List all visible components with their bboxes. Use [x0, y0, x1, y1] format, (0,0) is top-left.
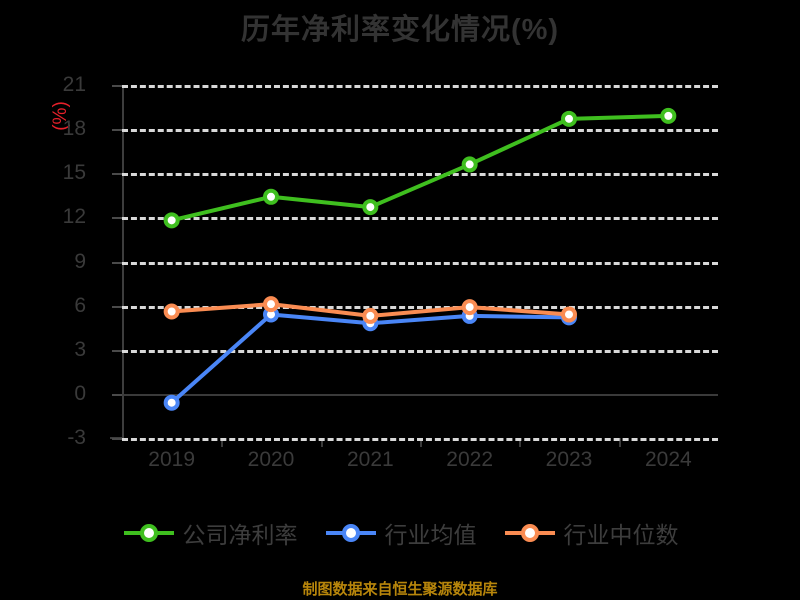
- x-axis-tick-mark: [221, 438, 224, 447]
- y-axis-tick-mark: [112, 349, 122, 352]
- data-point-marker[interactable]: [461, 156, 478, 173]
- legend-item[interactable]: 公司净利率: [122, 516, 298, 550]
- data-point-marker[interactable]: [561, 306, 577, 323]
- y-axis-tick-mark: [112, 438, 122, 440]
- y-axis-tick-mark: [112, 305, 122, 308]
- gridline: [122, 349, 718, 353]
- chart-legend: 公司净利率 行业均值 行业中位数: [0, 516, 800, 550]
- legend-label: 行业均值: [384, 522, 477, 548]
- data-point-marker[interactable]: [163, 212, 180, 229]
- data-point-marker[interactable]: [461, 299, 478, 316]
- legend-marker-icon: [504, 524, 555, 542]
- y-axis-tick-mark: [112, 173, 122, 176]
- chart-title: 历年净利率变化情况(%): [240, 14, 560, 46]
- y-axis-tick-mark: [112, 85, 122, 87]
- y-axis-tick-label: 15: [62, 161, 86, 185]
- data-point-marker[interactable]: [362, 199, 379, 216]
- y-axis-tick-label: -3: [67, 426, 86, 449]
- gridline: [122, 393, 718, 396]
- y-axis-tick-mark: [112, 393, 122, 396]
- x-axis-tick-label: 2022: [446, 448, 494, 471]
- y-axis-tick-mark: [112, 261, 122, 264]
- legend-marker-icon: [325, 524, 376, 542]
- data-point-marker[interactable]: [163, 394, 180, 411]
- footnote: 制图数据来自恒生聚源数据库: [302, 581, 498, 598]
- data-point-marker[interactable]: [362, 307, 379, 324]
- x-axis-tick-label: 2024: [644, 448, 692, 471]
- x-axis-tick-label: 2023: [545, 448, 593, 471]
- x-axis-tick-mark: [320, 438, 323, 447]
- y-axis-tick-mark: [112, 217, 122, 220]
- y-axis-tick-label: 21: [62, 73, 86, 96]
- gridline: [122, 85, 718, 88]
- y-axis-tick-mark: [112, 129, 122, 132]
- gridline: [122, 217, 718, 221]
- legend-marker-icon: [123, 524, 174, 542]
- y-axis-tick-label: 12: [62, 205, 86, 229]
- legend-label: 公司净利率: [182, 522, 298, 548]
- data-point-marker[interactable]: [561, 110, 577, 127]
- x-axis-tick-label: 2021: [346, 448, 394, 471]
- gridline: [122, 129, 718, 133]
- legend-item[interactable]: 行业均值: [324, 516, 477, 550]
- y-axis-tick-label: 6: [74, 293, 86, 317]
- series-line: [169, 113, 671, 223]
- y-axis-tick-label: 18: [62, 117, 86, 141]
- data-point-marker[interactable]: [263, 188, 279, 205]
- y-axis-tick-label: 9: [74, 249, 86, 273]
- gridline: [122, 261, 718, 265]
- x-axis-tick-mark: [519, 438, 522, 447]
- legend-label: 行业中位数: [563, 522, 679, 548]
- y-axis-tick-label: 3: [74, 337, 86, 361]
- data-point-marker[interactable]: [660, 107, 677, 124]
- y-axis-tick-label: 0: [74, 381, 86, 405]
- gridline: [122, 173, 718, 177]
- series-layer: [163, 107, 677, 411]
- x-axis-tick-label: 2020: [247, 448, 295, 471]
- x-axis-tick-mark: [420, 438, 422, 447]
- legend-item[interactable]: 行业中位数: [503, 516, 679, 550]
- data-point-marker[interactable]: [263, 296, 279, 313]
- plot-area: [122, 85, 718, 441]
- x-axis-tick-label: 2019: [148, 448, 196, 471]
- gridline: [122, 438, 718, 441]
- x-axis-tick-mark: [618, 438, 621, 447]
- gridline: [122, 305, 718, 309]
- data-point-marker[interactable]: [163, 303, 180, 320]
